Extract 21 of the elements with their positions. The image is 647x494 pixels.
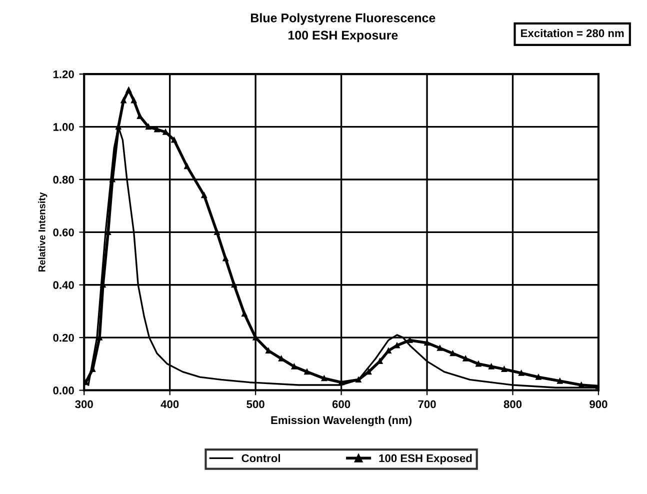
y-axis-title: Relative Intensity: [38, 192, 48, 272]
y-tick-label: 0.00: [53, 386, 74, 394]
legend-label: Control: [242, 454, 280, 462]
x-tick-label: 700: [418, 400, 436, 408]
y-tick-label: 0.80: [53, 176, 74, 184]
chart-subtitle: 100 ESH Exposure: [288, 30, 398, 42]
text: Excitation = 280 nm: [521, 29, 624, 38]
x-tick-label: 300: [75, 400, 93, 408]
x-tick-label: 400: [160, 400, 179, 408]
y-tick-label: 1.20: [53, 70, 74, 78]
x-tick-label: 900: [590, 400, 608, 408]
x-tick-label: 500: [246, 400, 264, 408]
x-tick-label: 800: [504, 400, 522, 408]
x-axis-title: Emission Wavelength (nm): [271, 416, 412, 426]
legend-label: 100 ESH Exposed: [379, 454, 472, 464]
y-tick-label: 0.20: [53, 334, 74, 342]
y-tick-label: 0.40: [53, 281, 74, 290]
y-tick-label: 0.60: [53, 228, 74, 236]
x-tick-label: 600: [332, 400, 350, 408]
y-tick-label: 1.00: [53, 123, 74, 131]
chart-title: Blue Polystyrene Fluorescence: [251, 13, 436, 25]
